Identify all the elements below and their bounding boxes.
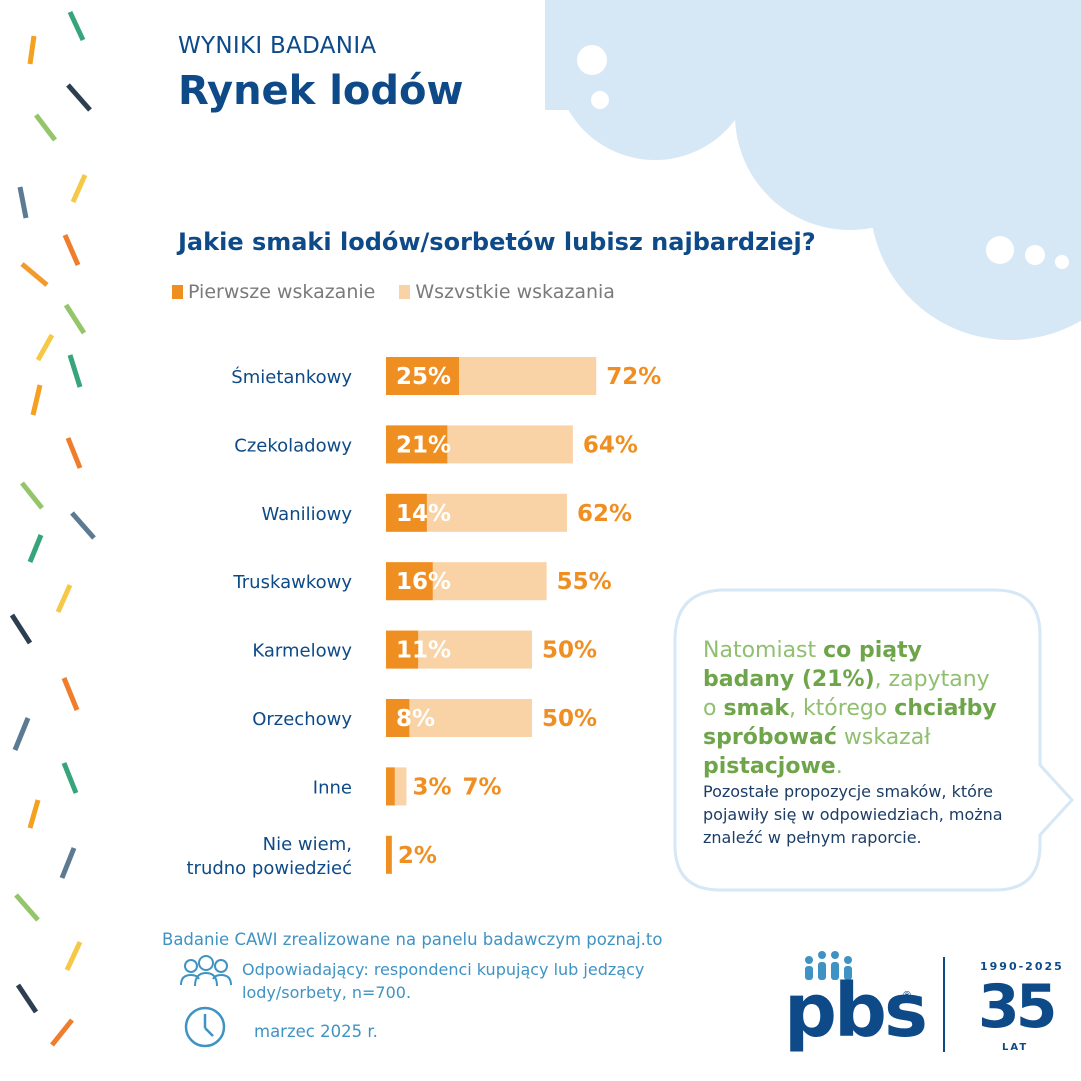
category-label: trudno powiedzieć [186,858,352,879]
category-label: Orzechowy [252,709,352,730]
legend-swatch-first [172,285,183,299]
bubble-note: Pozostałe propozycje smaków, które pojaw… [703,782,1003,847]
legend-swatch-all [399,285,411,299]
data-label-all: 7% [462,774,501,800]
survey-note: Badanie CAWI zrealizowane na panelu bada… [162,930,663,949]
kicker-label: WYNIKI BADANIA [178,33,377,59]
anniversary-number: 35 [978,972,1057,1042]
clock-icon [184,1006,226,1048]
category-label: Nie wiem, [263,834,352,855]
chart-legend: Pierwsze wskazanie Wszvstkie wskazania [172,281,639,303]
bar-first [386,357,459,395]
bar-chart: Śmietankowy 25% 72% Czekoladowy 21% 64% Wanili… [186,357,661,879]
data-label-first: 14% [396,501,451,527]
anniversary-years: 1990-2025 [980,960,1064,973]
bubble-bold-part: smak [723,696,789,721]
registered-mark: ® [902,990,912,1001]
pbs-logo-dots [805,951,852,980]
respondents-note: Odpowiadający: respondenci kupujący lub … [242,960,645,1002]
bar-first [386,562,433,601]
category-label: Truskawkowy [232,572,352,593]
category-label: Inne [313,777,352,798]
data-label-all: 62% [577,501,632,527]
bar-first [386,630,419,669]
bubble-text-part: , którego [788,696,895,721]
bar-first [386,699,410,737]
data-label-all: 64% [583,432,638,458]
data-label-all: 50% [542,638,597,664]
sprinkles [9,10,96,1047]
legend-item-all: Wszvstkie wskazania [399,281,615,303]
bubble-highlight-text: Natomiast co piąty badany (21%), zapytan… [703,636,1003,781]
legend-label-first: Pierwsze wskazanie [188,281,376,303]
bubble-text-part: . [835,754,843,779]
bubble-bold-part: pistacjowe [703,754,836,779]
category-label: Waniliowy [262,504,353,525]
date-note: marzec 2025 r. [254,1022,378,1041]
data-label-all: 55% [557,569,612,595]
data-label-first: 16% [396,569,451,595]
bubble-text-part: , zapytany o [703,667,990,721]
data-label-first: 2% [398,843,437,869]
category-label: Czekoladowy [234,435,352,456]
category-label: Karmelowy [252,641,352,662]
bubble-bold-part: co piąty badany (21%) [703,638,922,692]
cloud-dots [577,45,1069,269]
data-label-first: 21% [396,432,451,458]
bar-first [386,425,448,464]
data-label-all: 72% [606,364,661,390]
speech-bubble [673,588,1075,892]
page-title: Rynek lodów [178,68,464,114]
bar-first [386,835,392,874]
pbs-logo-text: pbs [784,968,928,1054]
bubble-bold-part: chciałby spróbować [703,696,997,750]
data-label-first: 3% [412,774,451,800]
bar-first [386,493,427,532]
chart-title: Jakie smaki lodów/sorbetów lubisz najbar… [178,228,816,256]
data-label-first: 11% [396,638,451,664]
data-label-first: 8% [396,706,435,732]
anniversary-lat: LAT [1002,1042,1029,1053]
bar-all [386,699,532,737]
bar-first [386,767,395,806]
people-icon [180,955,232,987]
legend-label-all: Wszvstkie wskazania [415,281,615,303]
data-label-first: 25% [396,364,451,390]
legend-item-first: Pierwsze wskazanie [172,281,375,303]
cloud-shape [545,0,1081,340]
data-label-all: 50% [542,706,597,732]
bubble-text-part: Natomiast [703,638,824,663]
category-label: Śmietankowy [231,366,352,388]
bubble-text-part: wskazał [836,725,931,750]
